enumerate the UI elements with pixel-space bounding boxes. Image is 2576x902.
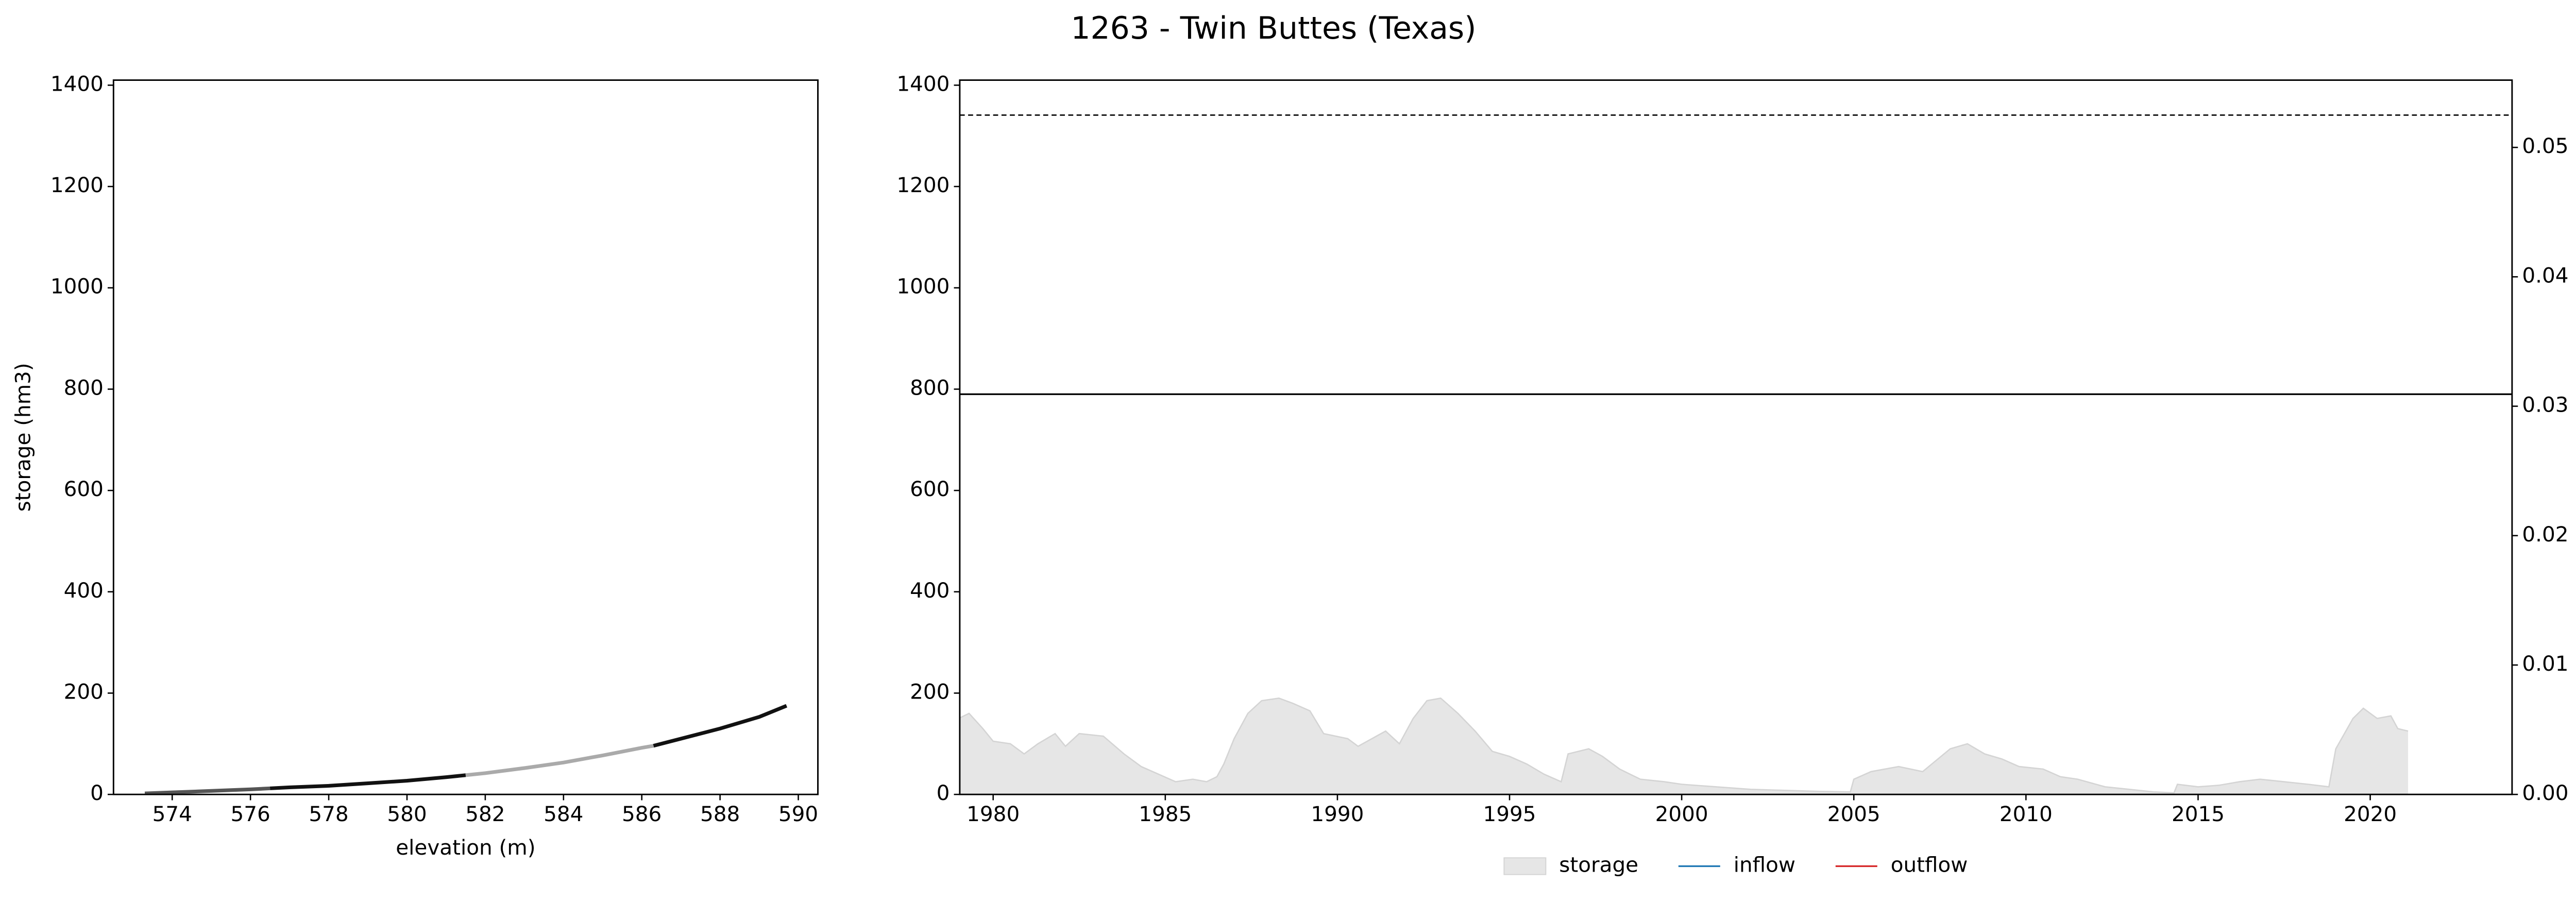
data-line [465,744,654,777]
x-tick-label: 1990 [1311,802,1364,826]
y2-tick-label: 0.01 [2522,651,2568,676]
y-tick-label: 1400 [50,71,104,96]
y-tick-label: 400 [64,578,104,603]
x-tick-label: 1995 [1483,802,1536,826]
data-line [269,773,466,790]
x-tick-label: 1980 [967,802,1020,826]
y2-tick-label: 0.03 [2522,393,2568,417]
x-tick-label: 588 [700,802,740,826]
x-tick-label: 582 [465,802,505,826]
y-tick-label: 1000 [50,274,104,299]
x-axis-label: elevation (m) [396,835,535,860]
figure-title: 1263 - Twin Buttes (Texas) [1071,10,1476,46]
y2-tick-label: 0.05 [2522,133,2568,158]
y2-tick-label: 0.02 [2522,522,2568,547]
x-tick-label: 590 [778,802,818,826]
x-tick-label: 580 [387,802,427,826]
y-tick-label: 0 [90,780,104,805]
x-tick-label: 2015 [2172,802,2225,826]
legend-label: outflow [1891,852,1968,877]
x-tick-label: 586 [622,802,662,826]
legend-label: inflow [1734,852,1795,877]
data-line [144,786,270,795]
y-tick-label: 600 [910,476,950,501]
x-tick-label: 2020 [2344,802,2397,826]
legend-label: storage [1559,852,1638,877]
plot-frame [959,79,2513,795]
x-tick-label: 1985 [1139,802,1192,826]
x-tick-label: 578 [309,802,348,826]
x-tick-label: 584 [544,802,583,826]
y-tick-label: 1200 [896,173,950,197]
y-tick-label: 1000 [896,274,950,299]
x-tick-label: 574 [152,802,192,826]
data-line [653,704,788,748]
area-outline [959,697,2409,794]
y2-tick-label: 0.04 [2522,263,2568,287]
y-tick-label: 200 [64,679,104,704]
y-tick-label: 800 [64,375,104,400]
y-axis-label: storage (hm3) [10,363,35,512]
y-tick-label: 600 [64,476,104,501]
y-tick-label: 200 [910,679,950,704]
x-tick-label: 2005 [1827,802,1880,826]
x-tick-label: 576 [231,802,270,826]
x-tick-label: 2010 [1999,802,2053,826]
plot-frame [112,79,819,795]
y-tick-label: 400 [910,578,950,603]
y-tick-label: 1400 [896,71,950,96]
y2-tick-label: 0.00 [2522,780,2568,805]
y-tick-label: 0 [937,780,950,805]
y-tick-label: 800 [910,375,950,400]
y-tick-label: 1200 [50,173,104,197]
area-fill [959,698,2409,795]
x-tick-label: 2000 [1655,802,1708,826]
legend-swatch [1503,857,1547,875]
